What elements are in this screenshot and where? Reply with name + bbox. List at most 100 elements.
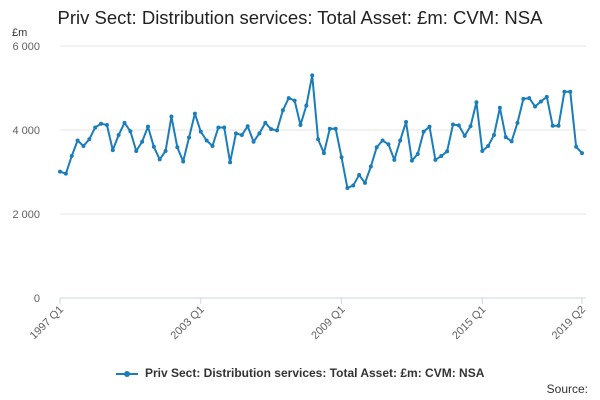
data-point[interactable] bbox=[128, 129, 133, 134]
data-point[interactable] bbox=[110, 148, 115, 153]
data-point[interactable] bbox=[163, 149, 168, 153]
data-point[interactable] bbox=[404, 120, 409, 125]
data-point[interactable] bbox=[562, 89, 567, 94]
data-point[interactable] bbox=[87, 137, 92, 142]
series-line[interactable] bbox=[59, 74, 583, 189]
x-tick-label: 2015 Q1 bbox=[450, 304, 488, 342]
data-point[interactable] bbox=[298, 122, 303, 127]
data-point[interactable] bbox=[321, 151, 326, 156]
data-point[interactable] bbox=[198, 129, 203, 134]
data-point[interactable] bbox=[292, 98, 297, 103]
data-point[interactable] bbox=[122, 120, 127, 125]
data-point[interactable] bbox=[445, 149, 450, 154]
data-point[interactable] bbox=[580, 151, 584, 156]
data-point[interactable] bbox=[515, 120, 520, 125]
data-point[interactable] bbox=[233, 131, 238, 136]
data-point[interactable] bbox=[81, 143, 86, 148]
data-point[interactable] bbox=[527, 96, 532, 101]
data-point[interactable] bbox=[468, 124, 473, 129]
data-point[interactable] bbox=[275, 128, 280, 133]
x-tick-label: 2019 Q2 bbox=[550, 304, 588, 342]
data-point[interactable] bbox=[550, 123, 555, 128]
data-point[interactable] bbox=[433, 157, 438, 162]
data-point[interactable] bbox=[134, 149, 139, 153]
data-point[interactable] bbox=[374, 145, 379, 150]
data-point[interactable] bbox=[492, 133, 497, 138]
data-point[interactable] bbox=[538, 99, 543, 104]
data-point[interactable] bbox=[181, 159, 186, 164]
data-point[interactable] bbox=[245, 124, 250, 129]
data-point[interactable] bbox=[169, 114, 174, 119]
data-point[interactable] bbox=[456, 123, 461, 128]
y-axis-unit-label: £m bbox=[12, 27, 28, 39]
data-point[interactable] bbox=[380, 138, 385, 143]
legend[interactable]: Priv Sect: Distribution services: Total … bbox=[0, 366, 600, 380]
data-point[interactable] bbox=[192, 111, 197, 116]
data-point[interactable] bbox=[151, 144, 156, 149]
data-point[interactable] bbox=[69, 154, 74, 159]
data-point[interactable] bbox=[486, 143, 491, 148]
data-point[interactable] bbox=[222, 125, 227, 130]
data-point[interactable] bbox=[75, 138, 80, 143]
data-point[interactable] bbox=[316, 137, 321, 142]
data-point[interactable] bbox=[157, 157, 162, 162]
y-tick-label: 6 000 bbox=[12, 41, 40, 53]
data-point[interactable] bbox=[93, 125, 98, 130]
data-point[interactable] bbox=[257, 131, 262, 136]
data-point[interactable] bbox=[409, 158, 414, 163]
data-point[interactable] bbox=[187, 135, 192, 140]
data-point[interactable] bbox=[263, 120, 268, 125]
data-point[interactable] bbox=[450, 122, 455, 127]
data-point[interactable] bbox=[145, 124, 150, 129]
data-point[interactable] bbox=[398, 138, 403, 143]
data-point[interactable] bbox=[286, 96, 291, 101]
data-point[interactable] bbox=[333, 126, 338, 131]
data-point[interactable] bbox=[497, 105, 502, 110]
data-point[interactable] bbox=[204, 138, 209, 143]
data-point[interactable] bbox=[63, 171, 68, 176]
data-point[interactable] bbox=[439, 154, 444, 159]
data-point[interactable] bbox=[421, 129, 426, 134]
data-point[interactable] bbox=[357, 172, 362, 177]
data-point[interactable] bbox=[339, 155, 344, 160]
data-point[interactable] bbox=[280, 108, 285, 113]
data-point[interactable] bbox=[427, 124, 432, 129]
data-point[interactable] bbox=[239, 133, 244, 138]
data-point[interactable] bbox=[104, 122, 109, 127]
data-point[interactable] bbox=[544, 94, 549, 99]
data-point[interactable] bbox=[574, 144, 579, 149]
data-point[interactable] bbox=[368, 164, 373, 169]
chart-title: Priv Sect: Distribution services: Total … bbox=[57, 7, 543, 28]
data-point[interactable] bbox=[327, 126, 332, 131]
data-point[interactable] bbox=[228, 160, 233, 165]
data-point[interactable] bbox=[210, 143, 215, 148]
data-point[interactable] bbox=[521, 96, 526, 101]
gridlines bbox=[60, 45, 586, 215]
data-point[interactable] bbox=[362, 180, 367, 185]
data-point[interactable] bbox=[462, 133, 467, 138]
data-point[interactable] bbox=[556, 123, 561, 128]
data-point[interactable] bbox=[251, 139, 256, 144]
data-point[interactable] bbox=[345, 185, 350, 190]
data-point[interactable] bbox=[140, 139, 145, 144]
data-point[interactable] bbox=[351, 183, 356, 188]
data-point[interactable] bbox=[99, 121, 104, 126]
data-point[interactable] bbox=[503, 135, 508, 140]
x-tick-label: 2003 Q1 bbox=[169, 304, 207, 342]
data-point[interactable] bbox=[480, 149, 485, 153]
data-point[interactable] bbox=[474, 100, 479, 105]
data-point[interactable] bbox=[392, 157, 397, 162]
data-point[interactable] bbox=[216, 125, 221, 130]
data-point[interactable] bbox=[415, 151, 420, 156]
data-point[interactable] bbox=[509, 139, 514, 144]
data-point[interactable] bbox=[568, 89, 573, 94]
data-point[interactable] bbox=[175, 145, 180, 150]
data-point[interactable] bbox=[269, 127, 274, 132]
data-point[interactable] bbox=[304, 103, 309, 108]
data-point[interactable] bbox=[116, 133, 121, 138]
data-point[interactable] bbox=[533, 104, 538, 109]
data-point[interactable] bbox=[310, 73, 315, 78]
data-point[interactable] bbox=[58, 169, 62, 174]
x-tick-label: 1997 Q1 bbox=[28, 304, 66, 342]
data-point[interactable] bbox=[386, 142, 391, 147]
